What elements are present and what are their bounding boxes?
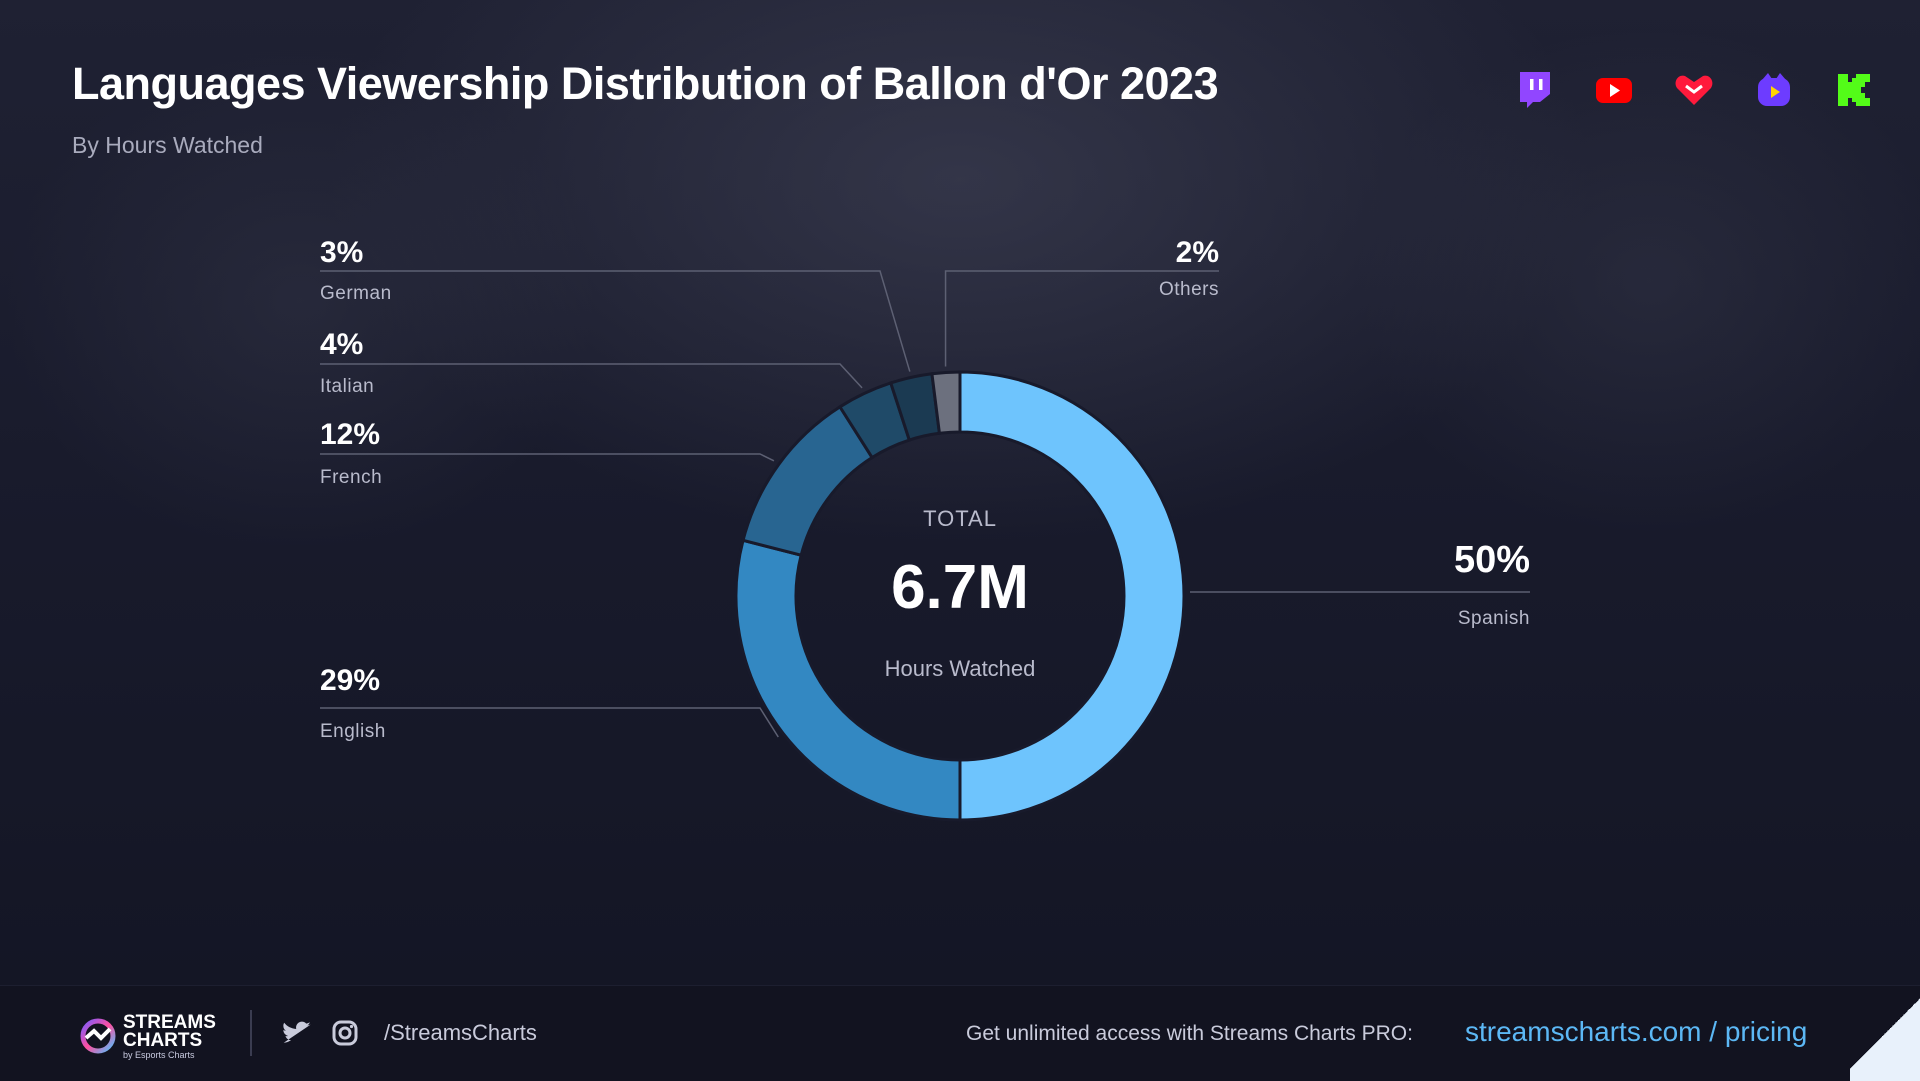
twitter-icon[interactable] [283,1018,313,1048]
streams-charts-logo-icon [80,1018,116,1054]
footer: STREAMS CHARTS by Esports Charts /Stream… [0,985,1920,1081]
pricing-link[interactable]: streamscharts.com / pricing [1465,1016,1808,1047]
slice-percent-english: 29% [320,664,380,697]
slice-label-spanish: Spanish [1458,608,1530,629]
slice-label-german: German [320,283,392,304]
donut-slice-spanish[interactable] [958,370,1186,822]
leader-line-french [320,453,775,462]
logo-subtext: by Esports Charts [123,1050,195,1060]
slice-label-english: English [320,721,386,742]
donut-slices [734,370,1186,822]
footer-divider [250,1010,252,1056]
slice-label-french: French [320,467,382,488]
slice-percent-german: 3% [320,236,363,269]
chart-subtitle: By Hours Watched [72,132,263,158]
social-handle[interactable]: /StreamsCharts [384,1020,537,1045]
donut-slice-others[interactable] [930,370,962,435]
donut-chart: 50% Spanish 29% English 12% French 4% Italian 3%… [320,236,1530,822]
slice-label-italian: Italian [320,376,374,397]
center-top-label: TOTAL [923,506,997,531]
center-total-value: 6.7M [891,553,1029,622]
center-bottom-label: Hours Watched [885,656,1036,681]
instagram-icon[interactable] [330,1018,360,1048]
youtube-icon [1592,68,1636,112]
slice-labels: 50% Spanish 29% English 12% French 4% Italian 3%… [320,236,1530,742]
leader-lines [320,270,1530,738]
logo-wordmark: STREAMS CHARTS [123,1012,216,1051]
pro-cta-text: Get unlimited access with Streams Charts… [966,1022,1413,1045]
kick-icon [1832,68,1876,112]
twitch-icon [1512,68,1556,112]
slice-percent-french: 12% [320,418,380,451]
leader-line-others [944,270,1219,367]
leader-line-italian [320,363,863,389]
slice-percent-spanish: 50% [1454,539,1530,581]
streams-charts-logo[interactable]: STREAMS CHARTS by Esports Charts [78,1012,228,1062]
corner-accent [1850,986,1920,1081]
chart-title: Languages Viewership Distribution of Bal… [72,58,1219,109]
trovo-icon [1752,68,1796,112]
slice-percent-others: 2% [1176,236,1219,269]
slice-percent-italian: 4% [320,328,363,361]
vk-play-live-icon [1672,68,1716,112]
leader-line-german [320,270,911,372]
slice-label-others: Others [1159,279,1219,300]
leader-line-english [320,707,779,738]
